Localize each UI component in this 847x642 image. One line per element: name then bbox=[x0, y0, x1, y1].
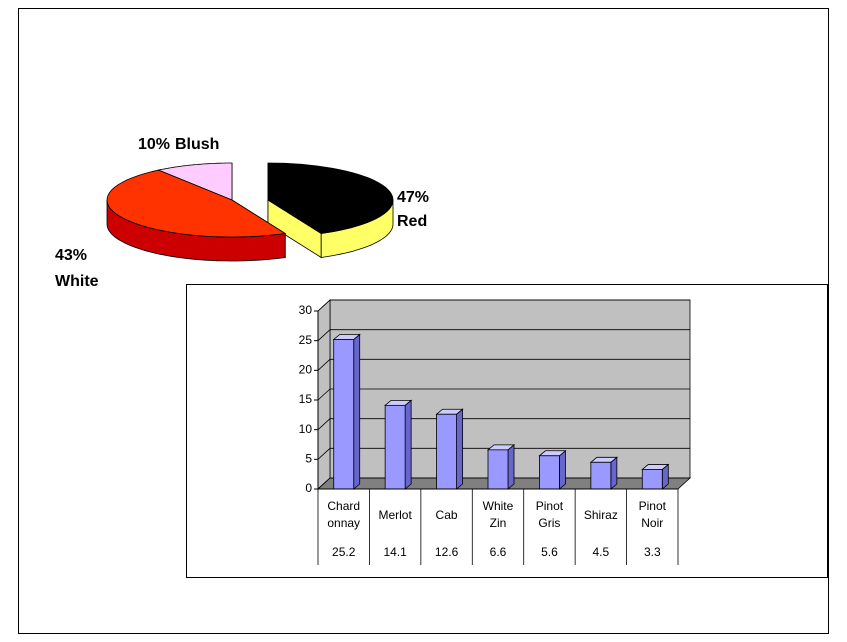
bar bbox=[384, 404, 406, 490]
category-label: Shiraz bbox=[583, 507, 618, 522]
category-label: White Zin bbox=[482, 499, 514, 530]
slice-category-label: Red bbox=[397, 213, 427, 230]
grid-line bbox=[317, 329, 690, 341]
category-label: Cab bbox=[435, 507, 458, 522]
category-label: Merlot bbox=[378, 507, 412, 522]
category-label: Pinot Gris bbox=[535, 499, 564, 530]
table-value: 25.2 bbox=[332, 545, 356, 559]
bar bbox=[641, 469, 663, 490]
table-value: 12.6 bbox=[435, 545, 459, 559]
table-value: 3.3 bbox=[644, 545, 661, 559]
y-tick-label: 5 bbox=[305, 452, 312, 466]
bar bbox=[436, 413, 457, 490]
grid-line bbox=[317, 477, 690, 490]
grid-line bbox=[317, 358, 690, 371]
y-tick-label: 30 bbox=[299, 303, 313, 317]
bar bbox=[487, 449, 509, 490]
category-label: Chard onnay bbox=[327, 499, 361, 530]
bar-side bbox=[456, 408, 463, 490]
bar-side bbox=[559, 449, 566, 490]
table-value: 14.1 bbox=[383, 545, 407, 559]
grid-line bbox=[317, 418, 690, 430]
bar bbox=[590, 461, 612, 490]
y-tick-label: 25 bbox=[299, 333, 313, 347]
bar-side bbox=[353, 333, 361, 490]
category-label: Pinot Noir bbox=[638, 499, 666, 530]
table-value: 6.6 bbox=[490, 545, 507, 559]
slice-category-label: Blush bbox=[175, 136, 219, 153]
slice-value-label: 43% bbox=[55, 247, 87, 264]
y-tick-label: 20 bbox=[299, 363, 313, 377]
slice bbox=[267, 162, 394, 234]
grid-line bbox=[317, 299, 690, 312]
y-tick-label: 15 bbox=[299, 392, 313, 406]
bar bbox=[333, 339, 355, 490]
bar-side bbox=[404, 399, 412, 490]
slice-category-label: White bbox=[55, 273, 99, 290]
table-value: 4.5 bbox=[593, 545, 610, 559]
y-tick-label: 0 bbox=[305, 481, 312, 495]
bar bbox=[539, 455, 560, 490]
slide-border bbox=[18, 8, 829, 634]
bar-side bbox=[507, 443, 515, 490]
y-tick-label: 10 bbox=[299, 422, 313, 436]
slice bbox=[157, 162, 233, 201]
table-value: 5.6 bbox=[541, 545, 558, 559]
slice-value-label: 10% bbox=[138, 136, 170, 153]
grid-line bbox=[317, 388, 690, 401]
slice bbox=[106, 169, 287, 238]
grid-line bbox=[317, 447, 690, 460]
slice-value-label: 47% bbox=[397, 189, 429, 206]
